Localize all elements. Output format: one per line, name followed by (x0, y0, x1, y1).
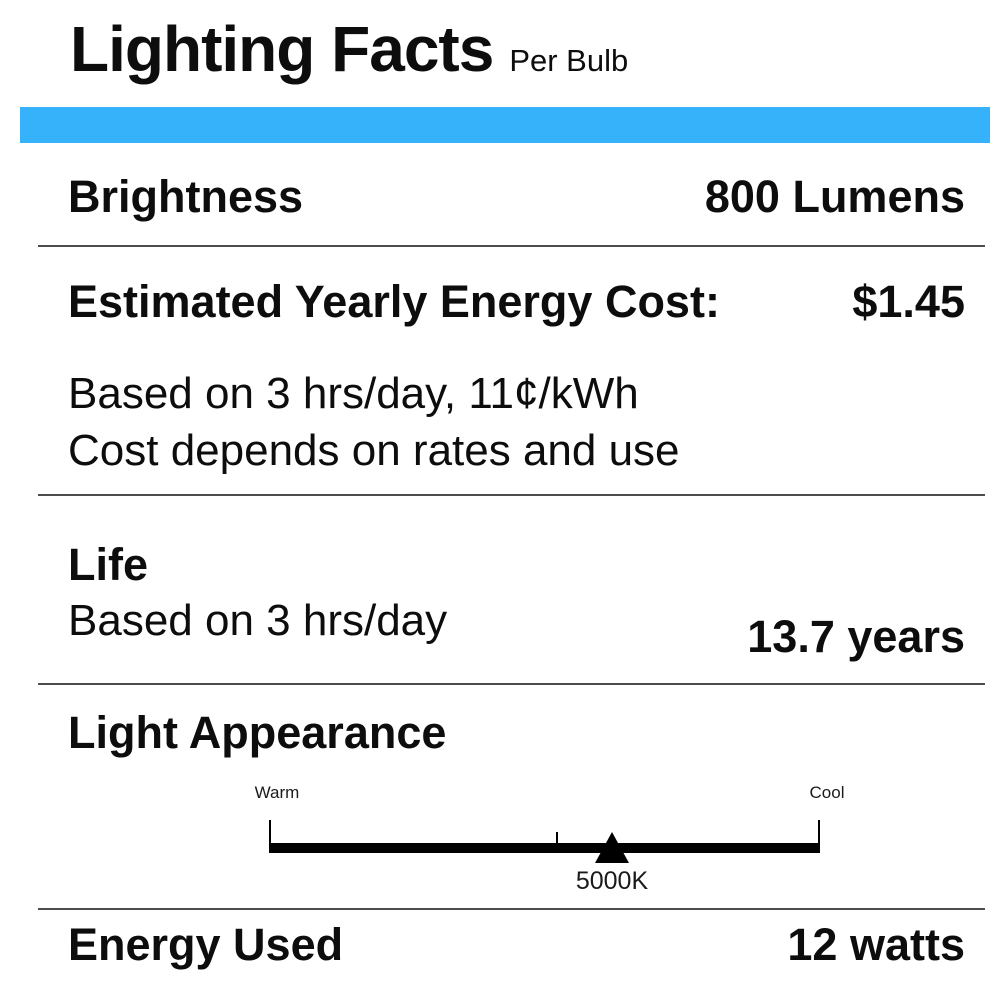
scale-cool-label: Cool (809, 783, 845, 802)
energy-cost-row: Estimated Yearly Energy Cost: $1.45 (68, 276, 965, 328)
divider (38, 908, 985, 910)
divider (38, 494, 985, 496)
color-temperature-scale-bar (270, 843, 820, 853)
energy-cost-note-2: Cost depends on rates and use (68, 426, 680, 475)
divider (38, 245, 985, 247)
light-appearance-label: Light Appearance (68, 707, 447, 758)
energy-used-value: 12 watts (787, 919, 965, 970)
life-note: Based on 3 hrs/day (68, 596, 448, 645)
brightness-row: Brightness 800 Lumens (68, 171, 965, 223)
brightness-value: 800 Lumens (704, 171, 965, 222)
scale-left-tick (269, 820, 271, 853)
energy-cost-value: $1.45 (852, 276, 965, 327)
scale-center-tick (556, 832, 558, 843)
accent-bar (20, 107, 990, 143)
header: Lighting Facts Per Bulb (70, 13, 629, 85)
brightness-label: Brightness (68, 171, 304, 222)
divider (38, 683, 985, 685)
scale-warm-label: Warm (254, 783, 300, 802)
page-subtitle: Per Bulb (509, 43, 629, 78)
life-label: Life (68, 539, 149, 590)
scale-right-tick (818, 820, 820, 853)
scale-marker-triangle-icon (595, 832, 629, 863)
energy-cost-label: Estimated Yearly Energy Cost: (68, 276, 720, 327)
energy-cost-note-1: Based on 3 hrs/day, 11¢/kWh (68, 369, 639, 418)
energy-used-row: Energy Used 12 watts (68, 919, 965, 971)
energy-used-label: Energy Used (68, 919, 344, 970)
page-title: Lighting Facts (70, 13, 494, 85)
scale-marker-value: 5000K (575, 867, 649, 895)
life-value: 13.7 years (747, 611, 965, 662)
